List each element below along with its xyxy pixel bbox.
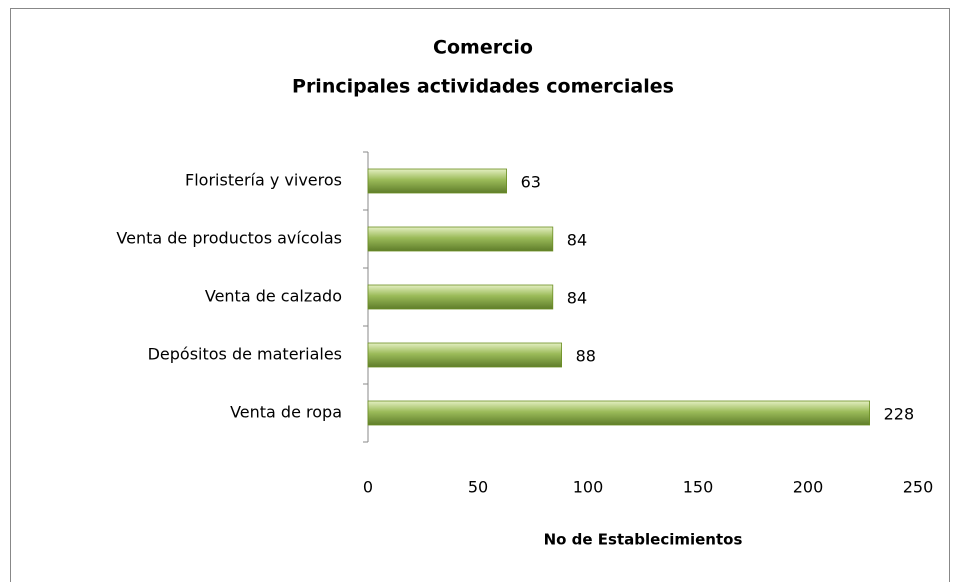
y-tick-label: Venta de ropa (230, 403, 342, 422)
data-label: 88 (576, 347, 596, 366)
bar (367, 284, 554, 310)
bar (367, 226, 554, 252)
x-tick-label: 0 (363, 478, 373, 497)
x-axis-title: No de Establecimientos (544, 531, 743, 549)
y-tick-label: Venta de productos avícolas (116, 229, 342, 248)
y-tick-label: Floristería y viveros (185, 171, 342, 190)
bar (367, 168, 508, 194)
x-tick-label: 250 (903, 478, 934, 497)
bar (367, 342, 563, 368)
chart-title: Comercio (433, 37, 533, 59)
data-label: 228 (884, 405, 915, 424)
x-tick-label: 100 (573, 478, 604, 497)
x-tick-label: 200 (793, 478, 824, 497)
y-tick-label: Depósitos de materiales (148, 345, 342, 364)
y-tick-label: Venta de calzado (205, 287, 342, 306)
data-label: 84 (567, 289, 587, 308)
x-tick-label: 50 (468, 478, 488, 497)
data-label: 84 (567, 231, 587, 250)
x-tick-label: 150 (683, 478, 714, 497)
chart-subtitle: Principales actividades comerciales (292, 76, 674, 98)
data-label: 63 (521, 173, 541, 192)
bar (367, 400, 871, 426)
